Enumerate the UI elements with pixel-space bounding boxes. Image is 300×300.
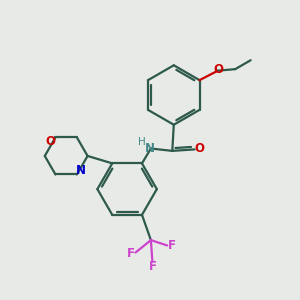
Text: F: F	[167, 239, 175, 252]
Text: H: H	[138, 137, 146, 147]
Text: O: O	[214, 63, 224, 76]
Text: F: F	[149, 260, 157, 273]
Text: O: O	[45, 135, 55, 148]
Text: F: F	[127, 247, 135, 260]
Text: O: O	[195, 142, 205, 155]
Text: N: N	[76, 164, 86, 177]
Text: N: N	[145, 142, 155, 155]
